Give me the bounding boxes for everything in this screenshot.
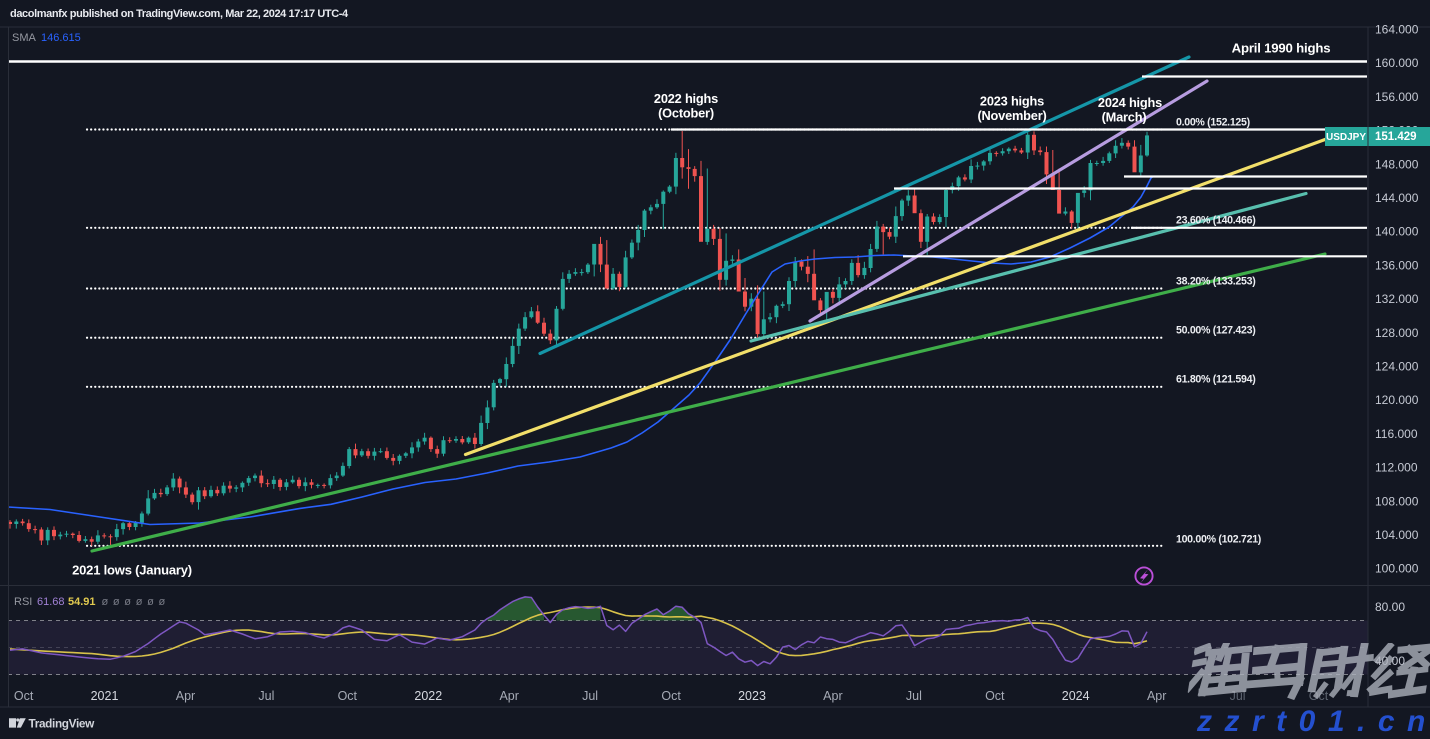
svg-text:dacolmanfx published on Tradin: dacolmanfx published on TradingView.com,…	[10, 8, 349, 20]
svg-text:164.000: 164.000	[1375, 23, 1419, 37]
svg-text:144.000: 144.000	[1375, 191, 1419, 205]
svg-text:104.000: 104.000	[1375, 528, 1419, 542]
svg-text:61.68: 61.68	[37, 596, 65, 608]
svg-text:ø: ø	[113, 596, 120, 608]
svg-text:23.60% (140.466): 23.60% (140.466)	[1176, 215, 1255, 227]
svg-text:Jul: Jul	[906, 689, 922, 703]
svg-text:151.429: 151.429	[1375, 131, 1417, 143]
svg-text:54.91: 54.91	[68, 596, 96, 608]
svg-text:ø: ø	[159, 596, 166, 608]
svg-text:160.000: 160.000	[1375, 56, 1419, 70]
svg-text:ø: ø	[102, 596, 109, 608]
svg-text:2024: 2024	[1062, 689, 1090, 703]
svg-text:2024 highs: 2024 highs	[1098, 95, 1162, 110]
svg-text:Oct: Oct	[338, 689, 358, 703]
svg-text:50.00% (127.423): 50.00% (127.423)	[1176, 325, 1255, 337]
svg-text:146.615: 146.615	[41, 32, 81, 44]
svg-text:Apr: Apr	[823, 689, 842, 703]
svg-text:2021: 2021	[91, 689, 119, 703]
svg-text:ø: ø	[124, 596, 131, 608]
svg-text:156.000: 156.000	[1375, 90, 1419, 104]
svg-text:100.00% (102.721): 100.00% (102.721)	[1176, 534, 1261, 546]
svg-text:100.000: 100.000	[1375, 562, 1419, 576]
svg-text:Apr: Apr	[499, 689, 518, 703]
svg-text:124.000: 124.000	[1375, 360, 1419, 374]
svg-text:2021 lows (January): 2021 lows (January)	[72, 563, 192, 578]
svg-text:April 1990 highs: April 1990 highs	[1232, 41, 1331, 56]
svg-text:2022: 2022	[414, 689, 442, 703]
svg-text:Oct: Oct	[661, 689, 681, 703]
svg-text:RSI: RSI	[14, 596, 32, 608]
svg-text:(November): (November)	[977, 108, 1046, 123]
svg-text:ø: ø	[147, 596, 154, 608]
svg-text:136.000: 136.000	[1375, 258, 1419, 272]
svg-text:ø: ø	[136, 596, 143, 608]
svg-text:Oct: Oct	[985, 689, 1005, 703]
svg-text:140.000: 140.000	[1375, 225, 1419, 239]
svg-text:Jul: Jul	[582, 689, 598, 703]
svg-text:148.000: 148.000	[1375, 157, 1419, 171]
svg-text:0.00% (152.125): 0.00% (152.125)	[1176, 117, 1250, 129]
svg-text:TradingView: TradingView	[29, 717, 96, 731]
svg-text:Apr: Apr	[176, 689, 195, 703]
svg-text:USDJPY: USDJPY	[1326, 132, 1366, 143]
svg-text:120.000: 120.000	[1375, 393, 1419, 407]
svg-text:(October): (October)	[658, 106, 714, 121]
svg-text:128.000: 128.000	[1375, 326, 1419, 340]
svg-text:38.20% (133.253): 38.20% (133.253)	[1176, 275, 1255, 287]
svg-text:2022 highs: 2022 highs	[654, 91, 718, 106]
svg-text:116.000: 116.000	[1375, 427, 1418, 441]
svg-text:Oct: Oct	[14, 689, 34, 703]
svg-text:61.80% (121.594): 61.80% (121.594)	[1176, 374, 1255, 386]
svg-text:2023 highs: 2023 highs	[980, 94, 1044, 109]
svg-text:(March): (March)	[1102, 110, 1147, 125]
svg-text:108.000: 108.000	[1375, 494, 1419, 508]
svg-text:2023: 2023	[738, 689, 766, 703]
svg-text:112.000: 112.000	[1375, 461, 1418, 475]
svg-text:SMA: SMA	[12, 32, 37, 44]
svg-text:Apr: Apr	[1147, 689, 1166, 703]
svg-text:Jul: Jul	[258, 689, 274, 703]
svg-text:132.000: 132.000	[1375, 292, 1419, 306]
svg-text:80.00: 80.00	[1375, 600, 1405, 614]
